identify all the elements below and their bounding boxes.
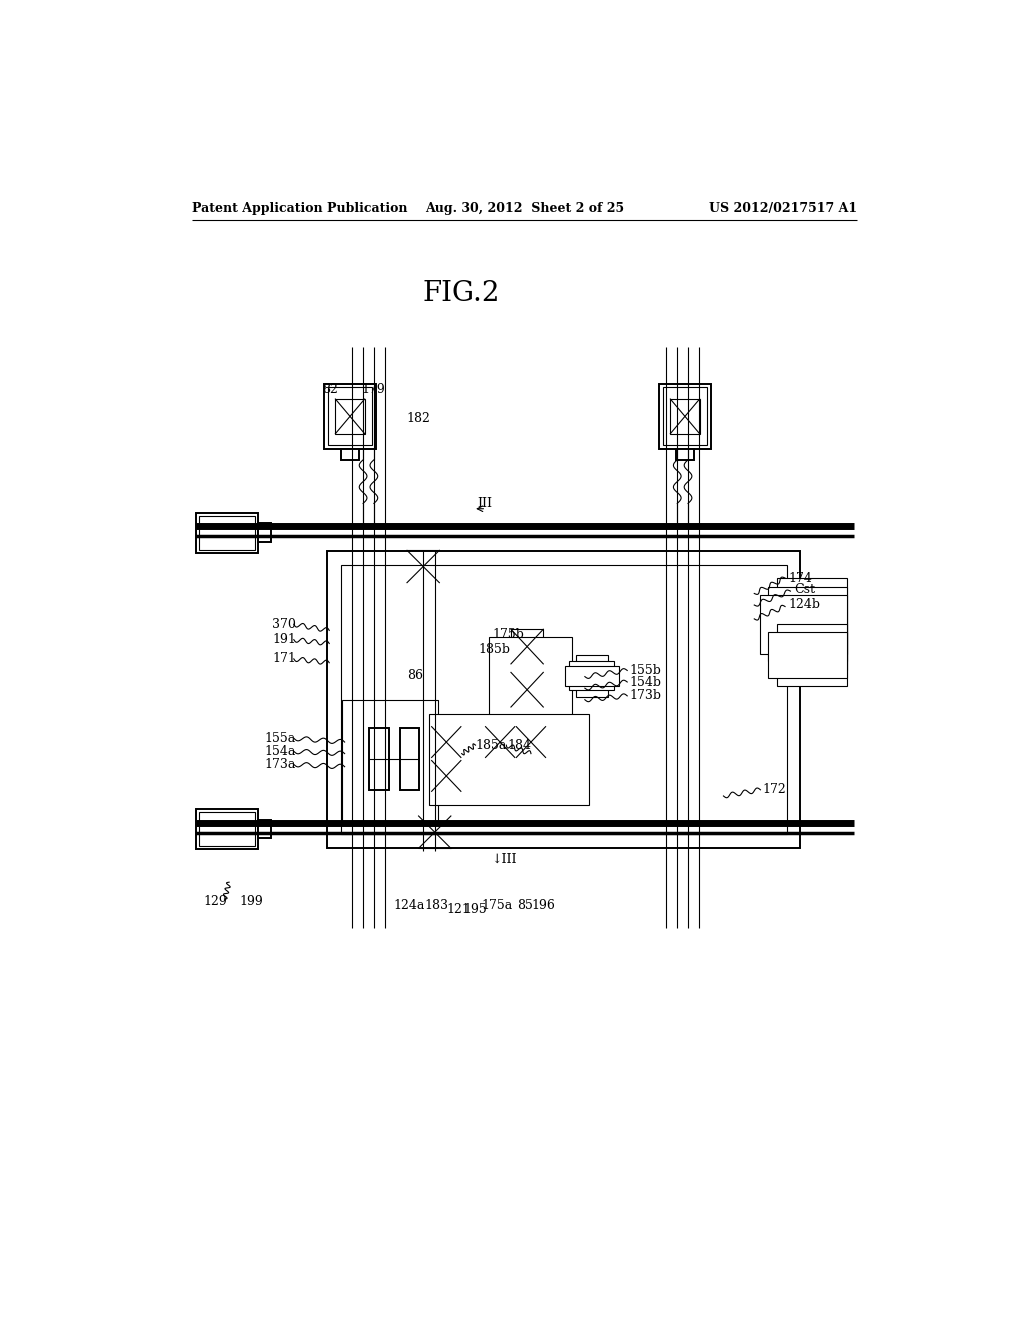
Text: ↓III: ↓III	[490, 853, 516, 866]
Text: 154b: 154b	[630, 676, 662, 689]
Text: 196: 196	[531, 899, 555, 912]
Text: 129: 129	[203, 895, 226, 908]
Bar	[768, 587, 847, 661]
Text: III: III	[477, 496, 493, 510]
Bar	[407, 550, 439, 582]
Bar	[511, 672, 544, 708]
Text: 182: 182	[407, 412, 430, 425]
Text: 184: 184	[508, 739, 531, 752]
Text: 183: 183	[425, 899, 449, 912]
Bar	[516, 726, 546, 758]
Bar	[400, 729, 419, 789]
Bar	[258, 524, 271, 543]
Text: 185a: 185a	[475, 739, 507, 752]
Bar	[336, 399, 365, 434]
Bar	[435, 721, 585, 801]
Bar	[485, 726, 515, 758]
Text: 173b: 173b	[630, 689, 662, 702]
Text: 82: 82	[323, 383, 339, 396]
Text: 191: 191	[272, 634, 296, 647]
Text: FIG.2: FIG.2	[423, 280, 501, 306]
Bar	[354, 713, 427, 813]
Bar	[348, 706, 432, 818]
Bar	[777, 578, 847, 671]
Bar	[575, 655, 608, 697]
Bar	[511, 630, 544, 664]
Text: 155b: 155b	[630, 664, 662, 677]
Bar	[676, 449, 694, 459]
Bar	[777, 624, 847, 686]
Bar	[342, 701, 438, 824]
Text: 155a: 155a	[265, 731, 296, 744]
Text: Patent Application Publication: Patent Application Publication	[193, 202, 408, 215]
Text: 199: 199	[240, 895, 263, 908]
Text: 195: 195	[463, 903, 487, 916]
Text: 370: 370	[272, 618, 296, 631]
Text: 121: 121	[446, 903, 470, 916]
Text: Aug. 30, 2012  Sheet 2 of 25: Aug. 30, 2012 Sheet 2 of 25	[425, 202, 625, 215]
Text: Cst: Cst	[795, 583, 815, 597]
Text: 179: 179	[361, 383, 385, 396]
Text: 171: 171	[272, 652, 296, 665]
Bar	[768, 632, 847, 678]
Bar	[327, 552, 801, 847]
Text: 175b: 175b	[493, 628, 524, 640]
Text: 85: 85	[517, 899, 532, 912]
Bar	[196, 512, 258, 553]
Bar	[488, 638, 571, 738]
Bar	[419, 816, 451, 849]
Bar	[432, 726, 461, 758]
Text: 86: 86	[408, 669, 423, 682]
Bar	[429, 714, 590, 805]
Text: 185b: 185b	[478, 643, 511, 656]
Text: 154a: 154a	[265, 744, 296, 758]
Bar	[565, 665, 618, 686]
Text: 172: 172	[762, 783, 785, 796]
Bar	[761, 595, 847, 653]
Bar	[432, 760, 461, 791]
Bar	[196, 809, 258, 849]
Bar	[199, 516, 255, 549]
Bar	[663, 388, 708, 445]
Bar	[341, 449, 359, 459]
Bar	[658, 384, 711, 449]
Text: 124a: 124a	[394, 899, 425, 912]
Text: 175a: 175a	[481, 899, 513, 912]
Bar	[258, 820, 271, 838]
Bar	[341, 565, 786, 834]
Bar	[569, 661, 614, 690]
Bar	[324, 384, 376, 449]
Text: 173a: 173a	[265, 758, 296, 771]
Bar	[671, 399, 699, 434]
Bar	[370, 729, 388, 789]
Bar	[199, 812, 255, 846]
Text: 124b: 124b	[788, 598, 821, 611]
Text: US 2012/0217517 A1: US 2012/0217517 A1	[710, 202, 857, 215]
Text: 174: 174	[788, 572, 813, 585]
Bar	[328, 388, 373, 445]
Bar	[494, 644, 567, 733]
